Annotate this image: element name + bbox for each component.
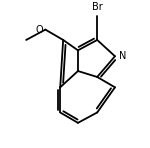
Text: Br: Br — [92, 2, 103, 12]
Text: N: N — [119, 51, 127, 61]
Text: O: O — [36, 25, 43, 35]
